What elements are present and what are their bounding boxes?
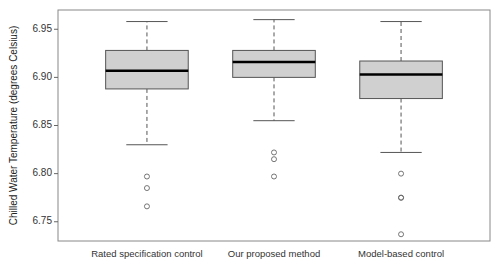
cap: [126, 21, 167, 22]
x-tick-label: Rated specification control: [91, 248, 202, 259]
cap: [380, 152, 421, 153]
cap: [126, 144, 167, 145]
cap: [380, 21, 421, 22]
whisker: [274, 20, 275, 51]
box: [233, 50, 316, 77]
whisker: [146, 22, 147, 51]
box-group: [233, 20, 316, 179]
flier: [144, 174, 149, 179]
whisker: [401, 22, 402, 61]
flier: [272, 174, 277, 179]
plot-frame: [58, 10, 490, 241]
cap: [253, 120, 294, 121]
y-tick: [54, 173, 58, 174]
y-tick: [54, 125, 58, 126]
flier: [399, 232, 404, 237]
flier: [272, 157, 277, 162]
y-tick: [54, 77, 58, 78]
y-axis-label: Chilled Water Temperature (degrees Celsi…: [8, 26, 19, 226]
y-tick: [54, 29, 58, 30]
x-tick-label: Our proposed method: [228, 248, 320, 259]
whisker: [146, 89, 147, 145]
flier: [144, 186, 149, 191]
y-tick-label: 6.95: [33, 23, 53, 34]
whisker: [401, 99, 402, 153]
y-tick-label: 6.75: [33, 215, 53, 226]
box: [106, 50, 189, 89]
flier: [272, 150, 277, 155]
y-tick-label: 6.85: [33, 119, 53, 130]
y-tick: [54, 221, 58, 222]
flier: [399, 171, 404, 176]
plot-area: [106, 20, 443, 237]
cap: [253, 19, 294, 20]
box: [360, 61, 443, 99]
median: [106, 69, 189, 72]
y-tick-label: 6.80: [33, 167, 53, 178]
x-tick-label: Model-based control: [358, 248, 444, 259]
median: [233, 61, 316, 64]
flier: [399, 195, 404, 200]
whisker: [274, 77, 275, 120]
chart: 6.75 6.80 6.85 6.90 6.95 Rated specification …: [0, 0, 500, 271]
flier: [144, 204, 149, 209]
y-tick-label: 6.90: [33, 71, 53, 82]
median: [360, 73, 443, 76]
box-group: [360, 22, 443, 237]
flier: [399, 195, 404, 200]
box-group: [106, 22, 189, 209]
